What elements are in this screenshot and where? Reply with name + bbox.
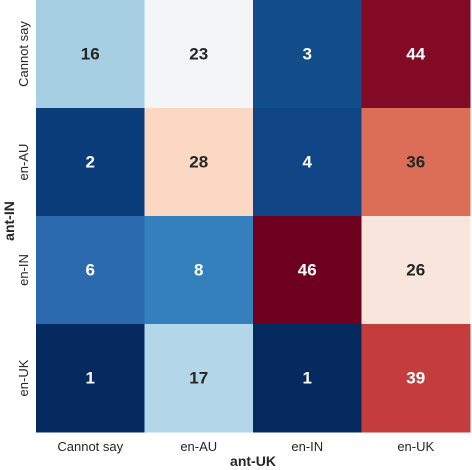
heatmap-cell bbox=[36, 324, 145, 433]
heatmap-cell bbox=[144, 216, 254, 325]
heatmap-cell bbox=[144, 108, 254, 217]
heatmap-cell-label: 26 bbox=[406, 261, 425, 280]
x-tick-label: en-UK bbox=[397, 439, 434, 454]
x-tick-label: en-AU bbox=[180, 439, 217, 454]
heatmap-cell bbox=[253, 0, 362, 109]
y-axis-tick-labels: Cannot say en-AU en-IN en-UK bbox=[16, 21, 31, 397]
heatmap-cell-label: 8 bbox=[194, 261, 203, 280]
y-axis-title: ant-IN bbox=[1, 201, 17, 241]
heatmap-cell-labels: 16 23 3 442 28 4 366 8 46 261 17 1 39 bbox=[81, 45, 426, 388]
heatmap-cell-label: 16 bbox=[81, 45, 100, 64]
heatmap-cell bbox=[36, 0, 145, 109]
x-tick-label: Cannot say bbox=[57, 439, 123, 454]
heatmap-cell bbox=[253, 108, 362, 217]
y-tick-label: en-AU bbox=[16, 144, 31, 181]
y-tick-label: en-UK bbox=[16, 359, 31, 396]
y-tick-label: en-IN bbox=[16, 254, 31, 286]
heatmap-cell bbox=[36, 108, 145, 217]
heatmap-cell bbox=[144, 0, 254, 109]
heatmap-cell bbox=[253, 324, 362, 433]
heatmap-cell bbox=[361, 216, 471, 325]
heatmap-cell-label: 17 bbox=[189, 369, 208, 388]
heatmap-cells bbox=[36, 0, 471, 433]
heatmap-cell bbox=[36, 216, 145, 325]
y-tick-label: Cannot say bbox=[16, 21, 31, 87]
heatmap-cell-label: 39 bbox=[406, 369, 425, 388]
heatmap-cell-label: 23 bbox=[189, 45, 208, 64]
heatmap-cell-label: 1 bbox=[86, 369, 95, 388]
x-axis-tick-labels: Cannot say en-AU en-IN en-UK bbox=[57, 439, 434, 454]
heatmap-cell-label: 3 bbox=[303, 45, 312, 64]
heatmap-cell bbox=[361, 108, 471, 217]
heatmap-cell bbox=[144, 324, 254, 433]
heatmap-cell bbox=[361, 324, 471, 433]
heatmap-cell-label: 36 bbox=[406, 153, 425, 172]
heatmap-cell-label: 2 bbox=[86, 153, 95, 172]
x-axis-title: ant-UK bbox=[230, 453, 276, 469]
heatmap-cell-label: 46 bbox=[298, 261, 317, 280]
x-tick-label: en-IN bbox=[291, 439, 323, 454]
heatmap-cell-label: 6 bbox=[86, 261, 95, 280]
heatmap-cell bbox=[253, 216, 362, 325]
heatmap-cell bbox=[361, 0, 471, 109]
heatmap-cell-label: 44 bbox=[406, 45, 425, 64]
heatmap-cell-label: 1 bbox=[303, 369, 312, 388]
heatmap-cell-label: 4 bbox=[303, 153, 313, 172]
heatmap-cell-label: 28 bbox=[189, 153, 208, 172]
